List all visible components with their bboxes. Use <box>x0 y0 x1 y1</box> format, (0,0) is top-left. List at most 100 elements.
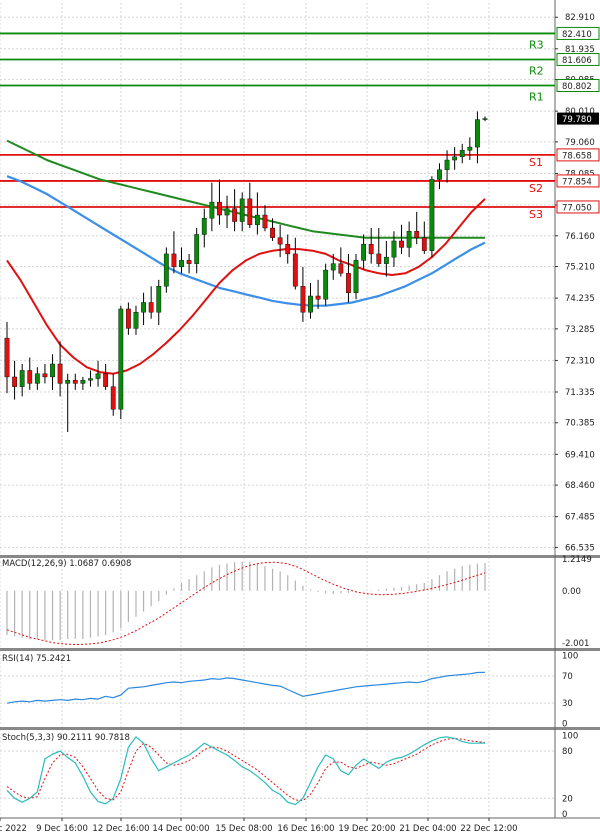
candle-up <box>133 311 139 329</box>
level-name-s2: S2 <box>529 182 543 195</box>
level-name-r1: R1 <box>529 90 544 103</box>
candle-down <box>103 373 109 387</box>
candle-up <box>391 240 397 258</box>
price-tick-label: 79.060 <box>565 138 595 148</box>
candle-up <box>179 260 184 268</box>
macd-tick-label: 1.2149 <box>562 555 592 565</box>
level-price-tag <box>556 174 600 188</box>
price-tick-label: 69.410 <box>565 450 595 460</box>
stoch-tick-label: 100 <box>562 731 578 741</box>
candle-up <box>353 260 359 293</box>
candle-up <box>429 179 435 251</box>
price-tick-label: 66.535 <box>565 543 595 553</box>
candle-down <box>315 295 321 300</box>
candle-up <box>444 159 450 170</box>
stoch-tick-label: 80 <box>562 747 573 757</box>
candle-up <box>254 214 260 225</box>
candle-up <box>19 370 25 387</box>
candle-up <box>95 373 101 379</box>
candle-up <box>50 363 55 378</box>
candle-down <box>57 363 63 384</box>
pane-separator <box>0 555 600 558</box>
rsi-label: RSI(14) 75.2421 <box>2 654 71 664</box>
candle-up <box>459 150 465 157</box>
candle-up <box>141 302 146 313</box>
candle-down <box>171 253 177 268</box>
candle-down <box>300 286 306 313</box>
candle-up <box>65 379 71 384</box>
pane-separator <box>0 727 600 730</box>
price-axes: 82.91081.93580.98580.01079.06078.08577.1… <box>555 13 600 820</box>
candle-up <box>437 169 442 180</box>
candle-down <box>125 308 131 329</box>
price-tick-label: 67.485 <box>565 513 595 523</box>
candle-up <box>118 308 124 410</box>
candle-up <box>308 295 313 313</box>
candle-down <box>368 243 374 255</box>
candlesticks <box>4 111 488 432</box>
time-tick-label: 14 Dec 00:00 <box>152 824 209 834</box>
pane-separator <box>0 648 600 651</box>
level-name-s1: S1 <box>529 156 543 169</box>
candle-up <box>467 146 473 151</box>
candle-up <box>163 253 169 287</box>
level-name-s3: S3 <box>529 208 543 221</box>
rsi-tick-label: 100 <box>562 651 578 661</box>
candle-down <box>247 198 253 225</box>
stoch-d-line <box>6 738 486 802</box>
price-tick-label: 72.310 <box>565 356 595 366</box>
time-tick-label: 21 Dec 04:00 <box>399 824 456 834</box>
ma-green-line <box>6 139 485 239</box>
candle-up <box>406 231 412 248</box>
candle-down <box>12 376 17 387</box>
candle-down <box>186 260 192 264</box>
level-name-r2: R2 <box>529 64 544 77</box>
level-price-tag <box>556 148 600 162</box>
candle-up <box>80 379 86 384</box>
candle-down <box>262 214 268 229</box>
price-tick-label: 76.160 <box>565 232 595 242</box>
time-tick-label: 22 Dec 12:00 <box>460 824 517 834</box>
level-price-label: 80.802 <box>562 82 592 92</box>
candle-down <box>148 302 154 313</box>
candle-up <box>330 263 336 271</box>
candle-down <box>217 201 222 216</box>
rsi-tick-label: 0 <box>562 720 567 730</box>
level-price-tag <box>556 52 600 66</box>
candle-down <box>277 237 283 245</box>
level-price-label: 82.410 <box>562 30 592 40</box>
level-price-label: 77.854 <box>562 177 592 187</box>
price-tick-label: 68.460 <box>565 481 595 491</box>
price-tick-label: 80.010 <box>565 107 595 117</box>
candle-down <box>270 227 275 238</box>
support-resistance-levels: R3 R2 R1 S1 S2 S3 <box>0 32 555 221</box>
candle-down <box>232 208 238 222</box>
candle-down <box>42 373 48 378</box>
macd-tick-label: -2.001 <box>562 639 589 649</box>
candle-up <box>482 118 488 120</box>
candle-up <box>224 208 230 216</box>
level-price-tag <box>556 200 600 214</box>
time-tick-label: 9 Dec 16:00 <box>36 824 88 834</box>
candle-down <box>376 253 382 264</box>
macd-pane <box>6 561 486 646</box>
time-tick-label: 12 Dec 16:00 <box>92 824 149 834</box>
macd-label: MACD(12,26,9) 1.0687 0.6908 <box>2 559 131 569</box>
candle-up <box>475 119 480 148</box>
ma-blue-line <box>6 175 486 307</box>
macd-signal-line <box>6 561 486 646</box>
level-price-label: 81.606 <box>562 56 592 66</box>
level-price-label: 78.658 <box>562 151 592 161</box>
candle-up <box>361 243 367 261</box>
last-price-label: 79.780 <box>562 115 592 125</box>
candle-up <box>194 234 200 264</box>
moving-averages <box>6 139 486 375</box>
ma-red-line <box>6 198 486 375</box>
candle-up <box>201 218 207 235</box>
rsi-tick-label: 30 <box>562 699 573 709</box>
candle-down <box>338 263 344 274</box>
candle-down <box>346 273 351 293</box>
candle-down <box>414 231 420 238</box>
